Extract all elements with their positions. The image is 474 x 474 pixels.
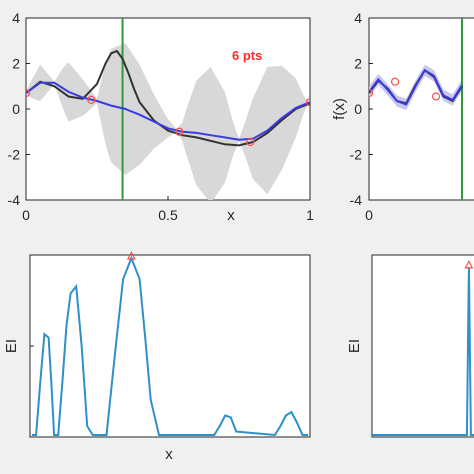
- y-tick-label: 4: [354, 10, 362, 26]
- x-tick-label: 0: [365, 207, 373, 223]
- x-ticks-top-left: 0 0.5 1: [22, 196, 314, 223]
- uncertainty-band: [26, 43, 310, 200]
- panel-bottom-left: EI x: [3, 251, 311, 463]
- posterior-mean-line: [26, 81, 310, 141]
- y-ticks-top-right: 4 2 0 -2 -4: [350, 10, 373, 208]
- y-axis-label-top-right: f(x): [331, 98, 348, 120]
- points-count-annotation: 6 pts: [232, 48, 262, 63]
- y-axis-label-bottom-left: EI: [3, 339, 20, 353]
- x-tick-label: 1: [306, 207, 314, 223]
- x-ticks-top-right: 0: [365, 196, 373, 223]
- y-axis-label-bottom-right: EI: [346, 339, 363, 353]
- plot-area-bottom-left: [32, 255, 308, 437]
- sample-point: [390, 77, 400, 86]
- y-tick-label: -4: [8, 192, 21, 208]
- panel-bottom-right: EI: [346, 254, 474, 438]
- sample-point: [305, 98, 310, 107]
- panel-top-left: 6 pts 420-2-4 0 0.5 1 x: [8, 10, 315, 224]
- y-tick-label: -2: [350, 147, 363, 163]
- axes-bottom-right: [371, 254, 474, 438]
- x-tick-label: 0: [22, 207, 30, 223]
- sample-point: [26, 88, 31, 98]
- axes-bottom-left: [29, 254, 311, 438]
- expected-improvement-line: [32, 255, 308, 437]
- y-tick-label: 2: [12, 56, 20, 72]
- sample-point: [431, 92, 441, 101]
- sample-point: [175, 127, 184, 136]
- plot-area-bottom-right: [372, 266, 474, 436]
- ei-max-marker: [126, 251, 136, 260]
- posterior-mean-line: [369, 68, 463, 106]
- plot-area-top-left: [26, 18, 310, 200]
- expected-improvement-line: [372, 266, 474, 436]
- true-function-line: [26, 49, 310, 147]
- x-axis-label-top-left: x: [227, 207, 235, 224]
- panel-top-right: 4 2 0 -2 -4 0 f(x): [331, 10, 474, 223]
- sample-points: [26, 88, 310, 147]
- sample-point: [87, 95, 96, 105]
- plot-area-top-right: [369, 18, 463, 200]
- y-ticks-top-left: 4 2 0 -2 -4: [8, 10, 30, 208]
- y-tick-label: 4: [12, 10, 20, 26]
- y-tick-label: 0: [12, 101, 20, 117]
- axes-top-right: [368, 17, 474, 201]
- y-tick-label: -2: [8, 147, 21, 163]
- y-tick-label: 0: [354, 101, 362, 117]
- y-tick-label: 2: [354, 56, 362, 72]
- sample-points: [369, 77, 441, 101]
- sample-point: [246, 137, 255, 147]
- x-tick-label: 0.5: [158, 207, 178, 223]
- x-axis-label-bottom-left: x: [165, 446, 173, 463]
- y-tick-label: -4: [350, 192, 363, 208]
- ei-max-marker: [464, 260, 474, 269]
- sample-point: [369, 88, 374, 98]
